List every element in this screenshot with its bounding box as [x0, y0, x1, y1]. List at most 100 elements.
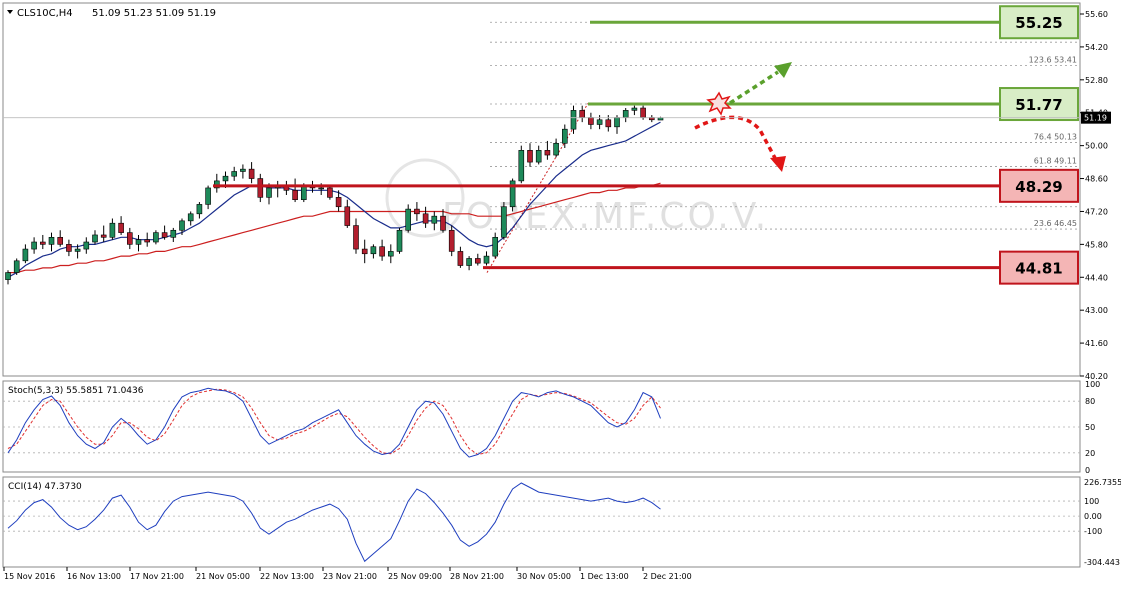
candle-body [100, 234, 107, 238]
candle-body [414, 208, 420, 215]
candle-body [440, 215, 446, 231]
candle-body [405, 208, 412, 231]
cci-tick-label: 100 [1084, 497, 1099, 506]
time-tick-label: 22 Nov 13:00 [260, 572, 314, 581]
candlesticks [5, 105, 664, 285]
candle-body [361, 248, 368, 255]
time-tick-label: 17 Nov 21:00 [130, 572, 184, 581]
candle-body [544, 150, 551, 156]
candle-body [535, 150, 542, 163]
candlestick [553, 138, 559, 158]
cci-tick-label: -304.443 [1084, 558, 1120, 567]
candlestick [405, 204, 412, 233]
candle-body [622, 110, 629, 118]
price-tick-label: 48.60 [1085, 175, 1108, 184]
time-tick-label: 28 Nov 21:00 [450, 572, 504, 581]
cci-tick-label: -100 [1084, 527, 1102, 536]
stoch-tick-label: 100 [1085, 380, 1100, 389]
candle-body [379, 246, 385, 257]
bullish-arrowhead-icon [774, 62, 792, 78]
candle-body [266, 187, 272, 198]
time-tick-label: 1 Dec 13:00 [580, 572, 629, 581]
candle-body [248, 168, 255, 179]
candle-body [257, 178, 264, 198]
current-price-label: 51.19 [1084, 114, 1107, 123]
candle-body [483, 255, 490, 264]
time-tick-label: 21 Nov 05:00 [196, 572, 250, 581]
candlestick [492, 232, 499, 259]
stoch-main-line [7, 387, 661, 458]
candle-body [448, 229, 455, 252]
candlestick [535, 145, 542, 165]
candle-body [109, 222, 116, 238]
candlestick [466, 256, 472, 271]
candle-body [300, 185, 307, 201]
cci-line [7, 482, 661, 563]
candle-body [509, 180, 516, 208]
price-tick-label: 50.00 [1085, 142, 1108, 151]
cci-label: CCI(14) 47.3730 [8, 482, 82, 492]
candlestick [448, 225, 455, 257]
candle-body [588, 117, 594, 125]
candlestick [13, 258, 20, 275]
candle-body [318, 187, 325, 190]
fib-label: 61.8 49.11 [1034, 157, 1077, 166]
stoch-tick-label: 0 [1085, 466, 1090, 475]
candle-body [292, 189, 298, 201]
fib-label: 76.4 50.13 [1034, 133, 1077, 142]
candle-body [170, 229, 177, 238]
stoch-signal-line [7, 388, 661, 456]
candle-body [22, 248, 29, 262]
candlestick [231, 166, 237, 181]
stochastic-oscillator: 100 80 50 20 0 [3, 380, 1100, 475]
candlestick [501, 202, 507, 240]
candlestick [66, 239, 72, 257]
time-tick-label: 16 Nov 13:00 [67, 572, 121, 581]
price-tick-label: 55.60 [1085, 10, 1108, 19]
price-axis: 55.6054.2052.8051.4050.0048.6047.2045.80… [3, 10, 1111, 381]
candlestick [39, 234, 46, 250]
candle-body [457, 251, 464, 266]
price-tick-label: 43.00 [1085, 306, 1108, 315]
candlestick [631, 105, 638, 116]
candle-body [344, 206, 351, 226]
candlestick [22, 244, 29, 264]
candle-body [431, 215, 438, 224]
candlestick [344, 199, 351, 228]
price-tick-label: 41.60 [1085, 339, 1108, 348]
level-badge-box [999, 250, 1079, 285]
level-badge[interactable]: 48.29 [999, 168, 1079, 203]
candle-body [466, 258, 472, 266]
price-tick-label: 52.80 [1085, 76, 1108, 85]
main-plot-frame [2, 2, 1081, 377]
candle-body [527, 150, 533, 163]
candlestick [240, 164, 246, 179]
symbol-label: CLS10C,H4 [17, 8, 73, 19]
candlestick [422, 206, 429, 228]
support-resistance-levels[interactable]: 55.25 51.77 48.29 44.81 [213, 5, 1079, 285]
price-tick-label: 45.80 [1085, 240, 1108, 249]
current-price-tag [1081, 111, 1111, 124]
candlestick [161, 225, 168, 240]
level-badge[interactable]: 51.77 [999, 87, 1079, 122]
candle-body [127, 232, 133, 245]
cci-tick-label: 0.00 [1084, 512, 1102, 521]
stoch-panel-frame [2, 380, 1081, 473]
slow-moving-average-line [8, 182, 661, 274]
level-badge[interactable]: 55.25 [999, 5, 1079, 40]
candlestick [144, 232, 150, 247]
candle-body [396, 229, 403, 252]
candlestick [57, 230, 64, 247]
candlestick [474, 253, 481, 266]
candle-body [596, 119, 603, 125]
candlestick [31, 237, 37, 254]
candlestick [414, 202, 420, 221]
candle-body [66, 244, 72, 252]
level-badge[interactable]: 44.81 [999, 250, 1079, 285]
price-tick-label: 40.20 [1085, 372, 1108, 381]
candle-body [13, 260, 20, 273]
time-axis: 15 Nov 2016 16 Nov 13:00 17 Nov 21:00 21 No… [3, 567, 692, 581]
candlestick [327, 185, 333, 200]
candlestick [109, 218, 116, 240]
